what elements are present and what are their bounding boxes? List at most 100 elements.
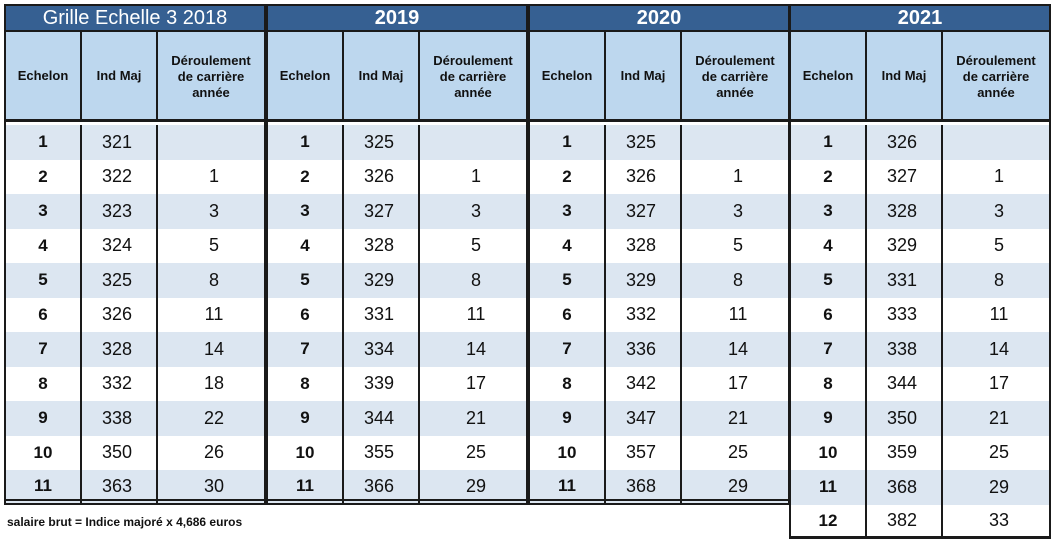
deroulement-cell: 17 (465, 373, 487, 394)
echelon-cell: 2 (6, 159, 82, 194)
echelon-cell: 11 (791, 470, 867, 505)
table-row: 9 338 22 (4, 401, 266, 436)
echelon-cell: 9 (791, 401, 867, 436)
echelon-cell: 2 (791, 159, 867, 194)
deroulement-cell: 1 (993, 166, 1004, 187)
echelon-cell: 10 (530, 435, 606, 470)
deroulement-cell: 1 (208, 166, 219, 187)
echelon-cell: 6 (791, 297, 867, 332)
table-row: 11 366 29 (266, 470, 528, 505)
echelon-cell: 4 (6, 228, 82, 263)
echelon-cell: 3 (268, 194, 344, 229)
table-row: 3 327 3 (266, 194, 528, 229)
ind-maj-cell: 325 (344, 125, 420, 160)
echelon-cell: 7 (6, 332, 82, 367)
table-row: 2 327 1 (789, 159, 1051, 194)
deroulement-cell: 26 (203, 442, 225, 463)
deroulement-cell: 21 (727, 407, 749, 428)
echelon-cell: 8 (530, 366, 606, 401)
ind-maj-cell: 382 (867, 504, 943, 537)
deroulement-cell: 29 (727, 475, 749, 496)
deroulement-cell: 3 (993, 200, 1004, 221)
table-row: 3 323 3 (4, 194, 266, 229)
deroulement-cell: 17 (988, 373, 1010, 394)
ind-maj-cell: 328 (82, 332, 158, 367)
header-echelon: Echelon (268, 32, 344, 119)
table-row: 11 368 29 (789, 470, 1051, 505)
deroulement-cell: 25 (988, 442, 1010, 463)
ind-maj-cell: 368 (867, 470, 943, 505)
table-row: 7 328 14 (4, 332, 266, 367)
table-row: 2 326 1 (266, 159, 528, 194)
table-row: 5 325 8 (4, 263, 266, 298)
header-deroulement: Déroulement de carrière année (433, 52, 513, 100)
salary-note: salaire brut = Indice majoré x 4,686 eur… (7, 515, 243, 529)
echelon-cell: 9 (268, 401, 344, 436)
table-row: 9 344 21 (266, 401, 528, 436)
table-row: 4 328 5 (528, 228, 790, 263)
table-row: 7 338 14 (789, 332, 1051, 367)
echelon-cell: 10 (791, 435, 867, 470)
table-row: 7 334 14 (266, 332, 528, 367)
table-row: 8 342 17 (528, 366, 790, 401)
ind-maj-cell: 328 (867, 194, 943, 229)
deroulement-cell: 5 (470, 235, 481, 256)
ind-maj-cell: 333 (867, 297, 943, 332)
echelon-cell: 2 (530, 159, 606, 194)
ind-maj-cell: 329 (344, 263, 420, 298)
ind-maj-cell: 357 (606, 435, 682, 470)
deroulement-cell: 8 (732, 269, 743, 290)
table-row: 2 322 1 (4, 159, 266, 194)
ind-maj-cell: 325 (82, 263, 158, 298)
echelon-cell: 4 (530, 228, 606, 263)
echelon-cell: 8 (6, 366, 82, 401)
echelon-cell: 7 (791, 332, 867, 367)
ind-maj-cell: 331 (867, 263, 943, 298)
header-ind-maj: Ind Maj (867, 32, 943, 119)
echelon-cell: 9 (6, 401, 82, 436)
deroulement-cell: 3 (208, 200, 219, 221)
echelon-cell: 2 (268, 159, 344, 194)
header-ind-maj: Ind Maj (344, 32, 420, 119)
ind-maj-cell: 326 (606, 159, 682, 194)
header-echelon: Echelon (530, 32, 606, 119)
deroulement-cell: 30 (203, 475, 225, 496)
ind-maj-cell: 344 (344, 401, 420, 436)
ind-maj-cell: 344 (867, 366, 943, 401)
table-row: 5 329 8 (528, 263, 790, 298)
echelon-cell: 5 (6, 263, 82, 298)
deroulement-cell: 22 (203, 407, 225, 428)
deroulement-cell: 21 (465, 407, 487, 428)
header-deroulement: Déroulement de carrière année (171, 52, 251, 100)
table-row: 1 325 (266, 125, 528, 160)
echelon-cell: 8 (268, 366, 344, 401)
deroulement-cell (682, 125, 788, 160)
table-row: 10 357 25 (528, 435, 790, 470)
table-body: 1 325 2 326 1 3 327 3 4 328 5 5 329 8 6 332 11 7 336 14 8 342… (528, 125, 790, 505)
echelon-cell: 10 (6, 435, 82, 470)
table-row: 6 332 11 (528, 297, 790, 332)
echelon-cell: 4 (268, 228, 344, 263)
deroulement-cell: 29 (465, 475, 487, 496)
table-row: 3 327 3 (528, 194, 790, 229)
table-row: 8 344 17 (789, 366, 1051, 401)
header-ind-maj: Ind Maj (82, 32, 158, 119)
ind-maj-cell: 331 (344, 297, 420, 332)
column-headers: Echelon Ind Maj Déroulement de carrière … (528, 32, 790, 122)
table-row: 4 324 5 (4, 228, 266, 263)
grid-title: 2019 (266, 4, 528, 32)
deroulement-cell: 25 (727, 442, 749, 463)
table-row: 2 326 1 (528, 159, 790, 194)
echelon-cell: 11 (530, 470, 606, 503)
deroulement-cell: 5 (993, 235, 1004, 256)
ind-maj-cell: 355 (344, 435, 420, 470)
echelon-cell: 6 (268, 297, 344, 332)
echelon-cell: 11 (6, 470, 82, 503)
ind-maj-cell: 339 (344, 366, 420, 401)
deroulement-cell: 8 (993, 269, 1004, 290)
table-row: 10 350 26 (4, 435, 266, 470)
deroulement-cell: 33 (988, 510, 1010, 531)
ind-maj-cell: 338 (82, 401, 158, 436)
table-row: 11 363 30 (4, 470, 266, 505)
echelon-cell: 5 (791, 263, 867, 298)
